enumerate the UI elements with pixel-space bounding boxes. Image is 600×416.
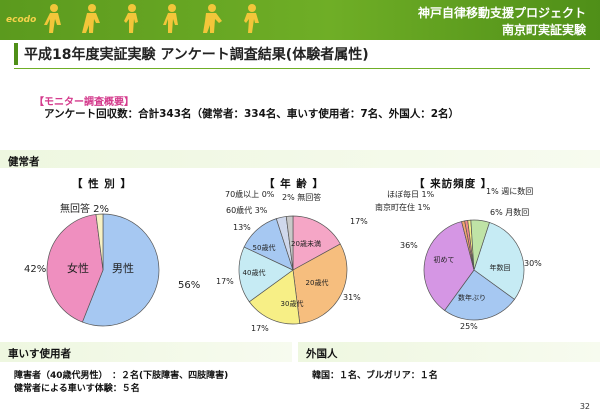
slice-label-1-3: 40歳代 xyxy=(243,268,266,277)
pie-slice-2-6 xyxy=(470,219,490,271)
pct-label-2-4: ほぼ毎日 1% xyxy=(387,189,435,199)
pct-label-0-1: 42% xyxy=(24,264,46,275)
page-title: 平成18年度実証実験 アンケート調査結果(体験者属性) xyxy=(24,47,369,63)
title-underline xyxy=(14,68,590,69)
pie-slice-1-0 xyxy=(292,215,341,271)
pie-slice-1-3 xyxy=(238,246,294,303)
pie-slice-0-2 xyxy=(95,213,104,271)
section-healthy-label: 健常者 xyxy=(8,156,40,168)
pie-slice-0-0 xyxy=(81,213,160,327)
pie-age: 20歳未満 20歳代 30歳代 40歳代 50歳代 17% 31% 17% 17% 13% 60歳代… xyxy=(216,189,368,333)
slice-label-0-1: 女性 xyxy=(67,261,89,275)
logo: ecodo xyxy=(6,15,37,25)
pct-label-1-0: 17% xyxy=(350,217,368,226)
section-healthy-band: 健常者 xyxy=(0,150,600,168)
slice-label-1-2: 30歳代 xyxy=(281,299,304,308)
pct-label-0-2: 無回答 2% xyxy=(60,202,109,215)
pct-label-1-2: 17% xyxy=(251,324,269,333)
pie-slice-2-2 xyxy=(423,221,475,311)
pie-slice-0-1 xyxy=(46,214,104,323)
pie-slice-2-0 xyxy=(473,222,525,300)
pct-label-1-1: 31% xyxy=(343,293,361,302)
section-wheelchair-band: 車いす使用者 xyxy=(0,342,292,362)
foreign-text: 韓国：１名、ブルガリア：１名 xyxy=(312,371,438,381)
pct-label-2-6: 6% 月数回 xyxy=(490,207,529,217)
section-foreign-band: 外国人 xyxy=(298,342,600,362)
pct-label-2-1: 25% xyxy=(460,322,478,331)
pct-label-1-3: 17% xyxy=(216,277,234,286)
pct-label-0-0: 56% xyxy=(178,280,200,291)
pie-slice-1-1 xyxy=(292,243,348,324)
pct-label-1-6: 70歳以上 0% xyxy=(225,189,275,199)
page-number: 32 xyxy=(579,402,590,411)
section-foreign-label: 外国人 xyxy=(306,348,338,360)
wheelchair-line-1: 障害者（40歳代男性） ：２名(下肢障害、四肢障害) xyxy=(14,371,229,381)
header-project-name: 神戸自律移動支援プロジェクト xyxy=(417,6,586,20)
chart-title-frequency: 【 来訪頻度 】 xyxy=(414,178,493,190)
header-experiment-name: 南京町実証実験 xyxy=(501,23,586,37)
pie-slice-2-1 xyxy=(444,269,515,321)
slice-label-2-0: 年数回 xyxy=(490,263,511,272)
wheelchair-line-2: 健常者による車いす体験：５名 xyxy=(14,384,140,394)
slice-label-0-0: 男性 xyxy=(112,261,134,275)
pct-label-2-5: 1% 週に数回 xyxy=(486,186,533,196)
slice-label-1-1: 20歳代 xyxy=(306,278,329,287)
chart-title-age: 【 年 齢 】 xyxy=(264,178,324,190)
slice-label-1-0: 20歳未満 xyxy=(291,239,321,248)
pct-label-1-7: 2% 無回答 xyxy=(282,192,321,202)
overview-text: アンケート回収数：合計343名（健常者：334名、車いす使用者：7名、外国人：2… xyxy=(44,108,460,120)
pct-label-2-0: 30% xyxy=(524,259,542,268)
section-wheelchair-label: 車いす使用者 xyxy=(8,348,71,360)
walking-figures-icon xyxy=(44,4,259,33)
pct-label-1-4: 13% xyxy=(233,223,251,232)
pie-slice-1-2 xyxy=(248,269,301,325)
slice-label-1-4: 50歳代 xyxy=(253,243,276,252)
slice-label-2-2: 初めて xyxy=(434,255,455,264)
pie-gender: 男性 女性 56% 42% 無回答 2% xyxy=(24,202,200,327)
slice-label-2-1: 数年ぶり xyxy=(458,293,486,302)
title-accent-bar xyxy=(14,43,18,65)
pie-slice-1-7 xyxy=(285,215,294,271)
pct-label-2-2: 36% xyxy=(400,241,418,250)
header-banner: ecodo 神戸自律移動支援プロジェクト 南京町実証実験 xyxy=(0,0,600,40)
chart-title-gender: 【 性 別 】 xyxy=(72,178,132,190)
overview-label: 【モニター調査概要】 xyxy=(34,97,134,108)
pct-label-1-5: 60歳代 3% xyxy=(226,205,268,215)
pct-label-2-3: 南京町在住 1% xyxy=(375,202,431,212)
